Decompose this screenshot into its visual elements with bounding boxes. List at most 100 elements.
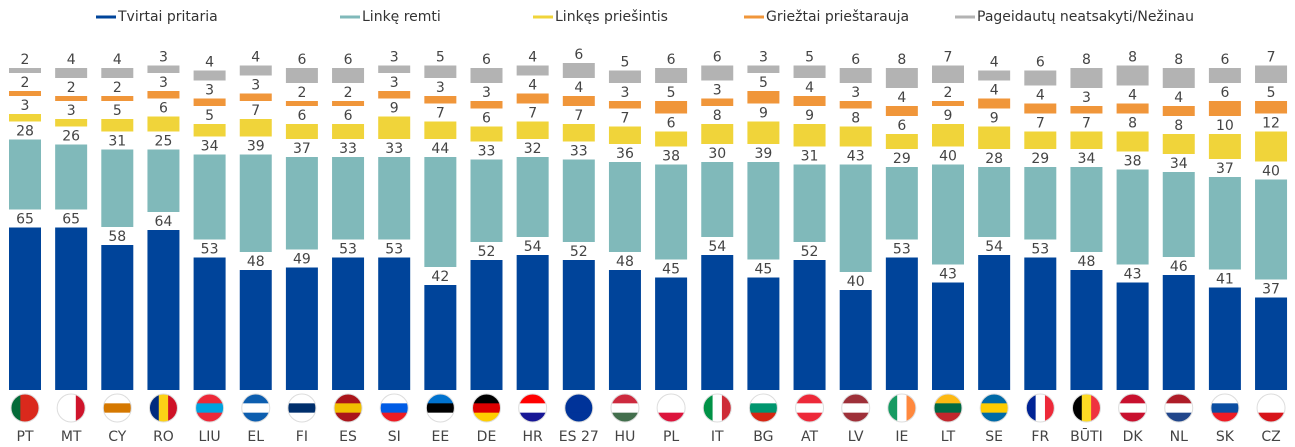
- flag-stripe: [795, 412, 824, 422]
- value-label: 4: [251, 50, 260, 66]
- value-label: 8: [1174, 52, 1183, 68]
- bar-segment: [55, 96, 88, 101]
- bar-segment: [332, 257, 365, 390]
- bar-segment: [470, 159, 503, 242]
- flag-stripe: [380, 412, 409, 422]
- value-label: 3: [851, 85, 860, 101]
- bar-segment: [1116, 169, 1149, 265]
- bar-segment: [55, 119, 88, 127]
- bar-segment: [147, 230, 180, 390]
- bar-segment: [978, 70, 1011, 81]
- bar-segment: [239, 119, 272, 137]
- flag-stripe: [66, 394, 77, 422]
- flag-stripe: [1026, 394, 1037, 422]
- bar-segment: [470, 260, 503, 390]
- bar-segment: [1255, 101, 1288, 114]
- flag-stripe: [657, 394, 686, 404]
- bar-segment: [378, 65, 411, 73]
- flag-stripe: [472, 403, 501, 414]
- x-tick-label: ES 27: [559, 429, 599, 445]
- flag-stripe: [11, 394, 21, 422]
- bar-segment: [239, 154, 272, 252]
- bar-segment: [101, 68, 134, 78]
- flag-stripe: [1210, 394, 1239, 404]
- bar-segment: [655, 101, 688, 114]
- flag: [1072, 394, 1101, 422]
- value-label: 32: [524, 141, 542, 157]
- bar-segment: [655, 131, 688, 147]
- bar-segment: [378, 257, 411, 390]
- bar-segment: [516, 255, 549, 390]
- legend-label: Linkęs priešintis: [555, 9, 668, 25]
- flag-stripe: [241, 403, 270, 414]
- bar-segment: [655, 277, 688, 390]
- bar-segment: [1070, 106, 1103, 114]
- value-label: 31: [801, 149, 819, 165]
- flag-stripe: [749, 403, 778, 414]
- flag-border: [287, 393, 317, 423]
- flag: [472, 394, 501, 422]
- value-label: 28: [16, 124, 34, 140]
- bar-segment: [9, 139, 41, 210]
- flag-stripe: [1035, 394, 1046, 422]
- flag-stripe: [980, 412, 1009, 422]
- value-label: 44: [431, 141, 449, 157]
- legend-label: Linkę remti: [362, 9, 441, 25]
- bar-segment: [1255, 131, 1288, 162]
- bar-segment: [101, 119, 134, 132]
- bar-segment: [193, 257, 226, 390]
- flag-border: [702, 393, 732, 423]
- flag-stripe: [103, 412, 132, 422]
- value-label: 5: [759, 75, 768, 91]
- x-tick-label: SI: [388, 429, 401, 445]
- flag-stripe: [472, 412, 501, 422]
- bar-segment: [1116, 282, 1149, 390]
- value-label: 45: [662, 262, 680, 278]
- flag-border: [656, 393, 686, 423]
- flag: [241, 394, 270, 422]
- flag-stripe: [380, 394, 409, 404]
- bar-segment: [332, 157, 365, 240]
- value-label: 3: [482, 85, 491, 101]
- flag: [980, 394, 1009, 422]
- bar-segment: [9, 114, 41, 122]
- flag-stripe: [749, 394, 778, 404]
- value-label: 33: [478, 144, 496, 160]
- flag-stripe: [749, 412, 778, 422]
- x-tick-label: LIU: [199, 429, 221, 445]
- bar-segment: [655, 68, 688, 83]
- flag-stripe: [712, 394, 723, 422]
- bar-segment: [332, 124, 365, 139]
- value-label: 2: [944, 85, 953, 101]
- value-label: 53: [1031, 242, 1049, 258]
- x-tick-label: PT: [17, 429, 34, 445]
- x-tick-label: DK: [1123, 429, 1144, 445]
- flag: [57, 394, 86, 422]
- value-label: 3: [67, 103, 76, 119]
- bar-segment: [101, 245, 134, 390]
- flag-border: [1210, 393, 1240, 423]
- bar-segment: [562, 63, 595, 78]
- bar-segment: [470, 101, 503, 109]
- flag-border: [748, 393, 778, 423]
- bar-segment: [562, 159, 595, 242]
- bar-segment: [470, 68, 503, 83]
- flag-stripe: [1257, 394, 1286, 404]
- bar-segment: [9, 91, 41, 96]
- flag-stripe: [168, 394, 178, 422]
- legend-label: Griežtai prieštarauja: [766, 9, 909, 25]
- flag-stripe: [1257, 403, 1286, 414]
- flag-border: [148, 393, 178, 423]
- value-label: 65: [62, 212, 80, 228]
- bar-segment: [1116, 65, 1149, 86]
- value-label: 29: [893, 151, 911, 167]
- flag-border: [979, 393, 1009, 423]
- flag-stripe: [75, 394, 86, 422]
- flag-stripe: [380, 403, 409, 414]
- bar-segment: [147, 91, 180, 99]
- value-label: 6: [297, 108, 306, 124]
- flag-stripe: [1210, 412, 1239, 422]
- flag-stripe: [20, 394, 31, 422]
- flag-stripe: [158, 394, 169, 422]
- bar-segment: [608, 101, 641, 109]
